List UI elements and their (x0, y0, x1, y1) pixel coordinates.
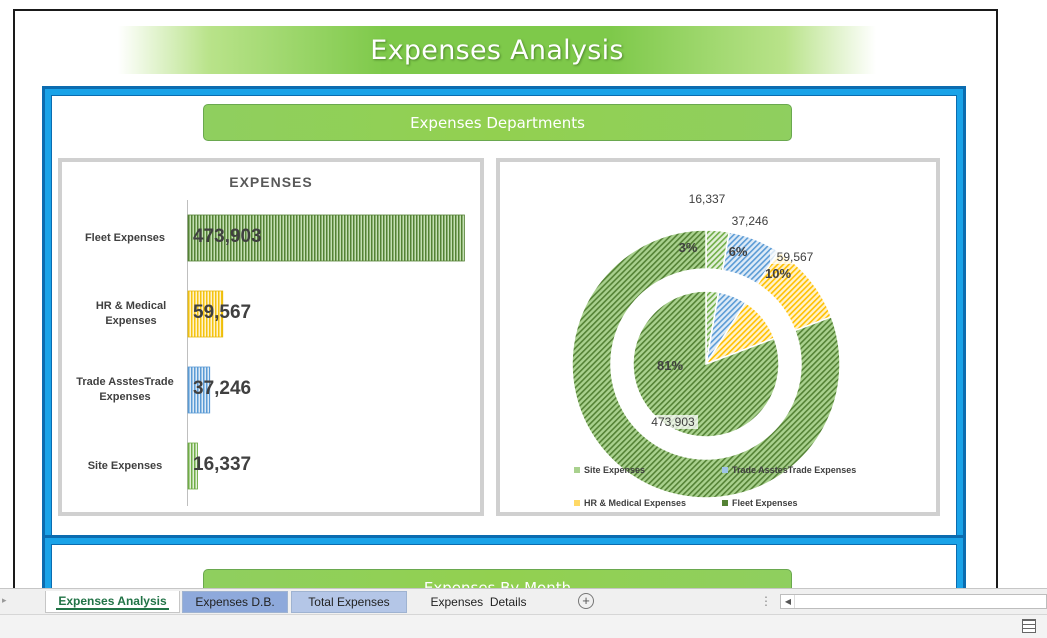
bar-fleet[interactable] (187, 214, 465, 262)
more-options-icon[interactable]: ⋮ (760, 594, 772, 608)
legend-item-trade-asstes[interactable]: Trade AsstesTrade Expenses (722, 465, 856, 475)
bar-chart-svg (187, 214, 465, 490)
legend-label: HR & Medical Expenses (584, 498, 687, 508)
scroll-left-icon[interactable]: ◀ (782, 595, 795, 608)
sheet-tab-strip: ▸ Expenses Analysis Expenses D.B. Total … (0, 588, 1047, 614)
plus-circle-icon[interactable]: + (578, 593, 594, 609)
pie-percent-label: 6% (728, 244, 748, 259)
horizontal-scrollbar[interactable]: ◀ (780, 594, 1047, 609)
triangle-left-icon[interactable]: ▸ (2, 595, 7, 605)
doughnut-value-label: 473,903 (648, 415, 698, 429)
bar-category-label: HR & Medical Expenses (95, 300, 167, 327)
bar-category-label: Fleet Expenses (84, 231, 166, 244)
tab-label: Expenses Details (430, 595, 527, 609)
bar-hr-medical[interactable] (187, 290, 224, 338)
page-title: Expenses Analysis (370, 34, 624, 66)
legend-swatch (574, 467, 580, 473)
legend-item-site[interactable]: Site Expenses (574, 465, 645, 475)
legend-item-fleet[interactable]: Fleet Expenses (722, 498, 798, 508)
bar-site[interactable] (187, 442, 198, 490)
doughnut-value-label: 37,246 (725, 214, 775, 228)
tab-label: Expenses Analysis (56, 593, 169, 610)
tab-total-expenses[interactable]: Total Expenses (291, 591, 407, 613)
bar-trade-asstes[interactable] (187, 366, 211, 414)
pie-chart-card[interactable]: 16,337 3% 37,246 6% 59,567 10% 473,903 81% Site… (496, 158, 940, 516)
bar-chart-card[interactable]: EXPENSES Fleet Expenses 473,903 HR & Medic… (58, 158, 484, 516)
legend-swatch (574, 500, 580, 506)
legend-label: Site Expenses (584, 465, 646, 475)
pie-percent-label: 10% (764, 266, 792, 281)
legend-item-hr-medical[interactable]: HR & Medical Expenses (574, 498, 686, 508)
tab-expenses-details[interactable]: Expenses Details (410, 591, 547, 613)
pie-chart-svg (571, 229, 841, 499)
title-banner: Expenses Analysis (118, 26, 876, 74)
tab-label: Total Expenses (308, 595, 390, 609)
bar-chart-title: EXPENSES (229, 174, 313, 190)
departments-section-header: Expenses Departments (203, 104, 792, 141)
tab-expenses-analysis[interactable]: Expenses Analysis (45, 591, 180, 613)
doughnut-value-label: 59,567 (770, 250, 820, 264)
legend-swatch (722, 500, 728, 506)
tab-expenses-db[interactable]: Expenses D.B. (182, 591, 288, 613)
doughnut-value-label: 16,337 (682, 192, 732, 206)
grid-view-icon[interactable] (1022, 619, 1036, 633)
legend-label: Trade AsstesTrade Expenses (732, 465, 857, 475)
status-bar (0, 614, 1047, 638)
tab-label: Expenses D.B. (195, 595, 275, 609)
bar-value-label: 59,567 (193, 302, 252, 323)
legend-swatch (722, 467, 728, 473)
bar-value-label: 16,337 (193, 454, 252, 475)
bar-category-label: Trade AsstesTrade Expenses (76, 376, 174, 403)
doughnut-slice-fleet[interactable] (571, 229, 841, 499)
legend-label: Fleet Expenses (732, 498, 798, 508)
bar-value-label: 37,246 (193, 378, 252, 399)
pie-percent-label: 81% (656, 358, 684, 373)
pie-percent-label: 3% (678, 240, 698, 255)
bar-category-label: Site Expenses (87, 459, 163, 472)
bar-value-label: 473,903 (193, 226, 262, 247)
bar-chart-axis (187, 200, 188, 506)
